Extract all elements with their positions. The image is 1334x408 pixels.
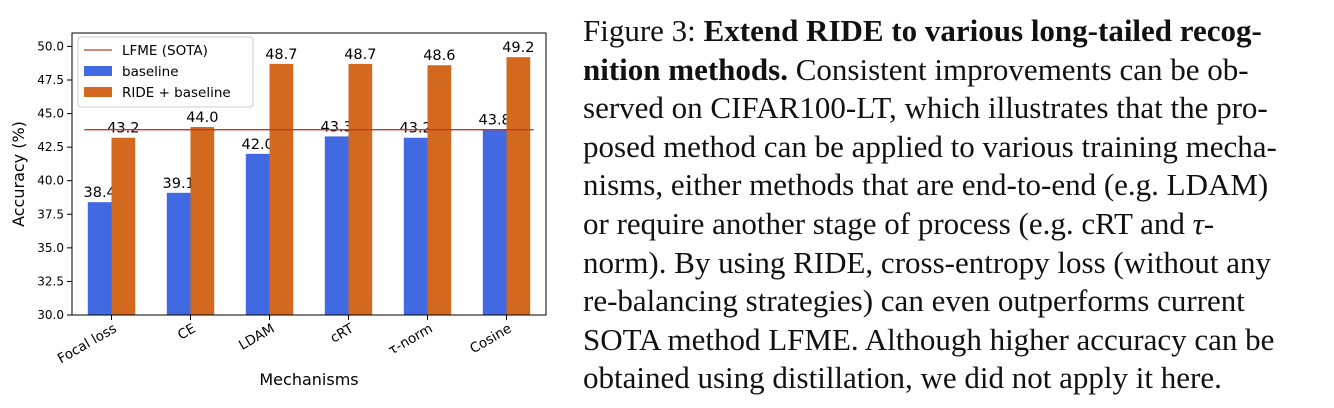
caption-line-5: nisms, either methods that are end-to-en… <box>583 167 1269 203</box>
bar-value-label: 48.7 <box>344 47 376 63</box>
x-tick-label: LDAM <box>236 321 277 354</box>
caption-text-6b: - <box>1203 205 1215 241</box>
bar-value-label: 38.4 <box>84 185 116 201</box>
y-tick-label: 40.0 <box>37 174 64 188</box>
bar-value-label: 43.3 <box>321 119 353 135</box>
y-tick-label: 47.5 <box>37 73 64 87</box>
bar-value-label: 44.0 <box>186 110 218 126</box>
tau-symbol: τ <box>1192 205 1204 241</box>
bar-value-label: 48.6 <box>423 48 455 64</box>
x-tick-label: cRT <box>328 320 357 346</box>
legend-box <box>77 36 254 108</box>
bar-ride-baseline <box>269 63 294 316</box>
caption-line-7: norm). By using RIDE, cross-entropy loss… <box>583 244 1271 280</box>
caption-line-2: nition methods. Consistent improvements … <box>583 51 1325 90</box>
caption-text-6a: or require another stage of process (e.g… <box>583 205 1193 241</box>
bar-ride-baseline <box>111 137 136 315</box>
bar-ride-baseline <box>190 127 215 315</box>
bar-ride-baseline <box>506 57 531 316</box>
bar-baseline <box>482 129 507 315</box>
y-tick-label: 32.5 <box>37 274 64 288</box>
y-tick-label: 42.5 <box>37 140 64 154</box>
bar-value-label: 43.2 <box>400 121 432 137</box>
caption-text-2: Consistent improvements can be ob- <box>795 51 1249 87</box>
bar-value-label: 39.1 <box>163 176 195 192</box>
plot-frame <box>71 32 547 316</box>
bar-baseline <box>166 192 191 315</box>
caption-line-10: obtained using distillation, we did not … <box>583 360 1222 396</box>
legend-ride-baseline-label: RIDE + baseline <box>122 85 231 101</box>
caption-line-9: SOTA method LFME. Although higher accura… <box>583 321 1275 357</box>
y-tick-label: 45.0 <box>37 107 64 121</box>
legend-baseline-swatch <box>84 66 112 76</box>
bar-baseline <box>403 137 428 315</box>
chart-svg: 30.0 32.5 35.0 37.5 40.0 42.5 45.0 47.5 50.0 38.4… <box>9 32 547 389</box>
bar-value-label: 49.2 <box>502 40 534 56</box>
x-tick-label: CE <box>175 321 199 344</box>
y-axis-label: Accuracy (%) <box>9 121 28 227</box>
x-tick-label: Cosine <box>467 321 514 358</box>
bar-baseline <box>87 202 112 315</box>
y-tick-label: 37.5 <box>37 207 64 221</box>
bar-value-label: 43.2 <box>107 121 139 137</box>
x-axis-label: Mechanisms <box>259 370 358 389</box>
figure-label: Figure 3: <box>583 13 696 48</box>
legend-ride-baseline-swatch <box>84 87 112 97</box>
legend-baseline-label: baseline <box>122 64 179 80</box>
caption-line-6: or require another stage of process (e.g… <box>583 205 1325 244</box>
bar-value-label: 48.7 <box>265 47 297 63</box>
caption-bold-title-1: Extend RIDE to various long-tailed recog… <box>703 13 1262 48</box>
y-tick-label: 30.0 <box>37 308 64 322</box>
caption-line-1: Figure 3: Extend RIDE to various long-ta… <box>583 12 1325 51</box>
caption-line-4: posed method can be applied to various t… <box>583 128 1277 164</box>
bar-baseline <box>245 153 270 315</box>
bar-ride-baseline <box>348 63 373 316</box>
bar-value-label: 42.0 <box>242 137 274 153</box>
y-tick-label: 50.0 <box>37 39 64 53</box>
figure-caption: Figure 3: Extend RIDE to various long-ta… <box>583 12 1325 398</box>
x-tick-label: Focal loss <box>55 321 120 368</box>
bar-value-label: 43.8 <box>479 113 511 129</box>
caption-line-3: served on CIFAR100-LT, which illustrates… <box>583 90 1268 126</box>
legend-sota-label: LFME (SOTA) <box>122 43 208 59</box>
bar-baseline <box>324 136 349 315</box>
x-tick-label: τ-norm <box>386 321 436 359</box>
accuracy-bar-chart: 30.0 32.5 35.0 37.5 40.0 42.5 45.0 47.5 50.0 38.4… <box>0 0 570 408</box>
bar-ride-baseline <box>427 65 452 315</box>
caption-line-8: re-balancing strategies) can even outper… <box>583 283 1245 319</box>
caption-bold-title-2: nition methods. <box>583 51 788 87</box>
y-tick-label: 35.0 <box>37 241 64 255</box>
